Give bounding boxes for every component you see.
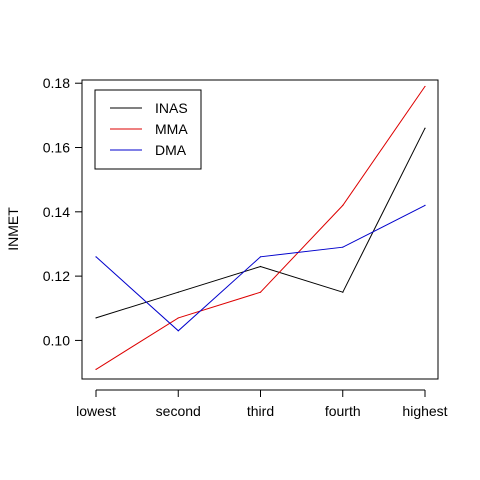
x-axis: lowest second third fourth highest xyxy=(76,389,448,419)
data-point-inas xyxy=(424,127,426,129)
data-point-mma xyxy=(259,291,262,293)
x-tick-label: lowest xyxy=(76,403,116,419)
y-tick-label: 0.12 xyxy=(43,268,70,284)
y-axis: 0.10 0.12 0.14 0.16 0.18 xyxy=(43,75,83,348)
y-tick-label: 0.16 xyxy=(43,140,70,156)
data-point-dma xyxy=(259,256,262,258)
data-point-mma xyxy=(95,368,97,370)
data-point-dma xyxy=(95,256,97,258)
data-point-inas xyxy=(259,265,262,268)
data-point-dma xyxy=(342,246,344,248)
data-point-dma xyxy=(177,330,179,332)
x-tick-label: fourth xyxy=(325,403,361,419)
x-tick-label: highest xyxy=(402,403,447,419)
y-tick-label: 0.10 xyxy=(43,332,70,348)
y-tick-label: 0.14 xyxy=(43,204,70,220)
data-point-mma xyxy=(342,204,344,206)
series-layer xyxy=(95,85,426,370)
data-point-mma xyxy=(424,85,426,88)
legend-label-dma: DMA xyxy=(155,142,187,158)
legend-label-inas: INAS xyxy=(155,100,188,116)
y-axis-title: INMET xyxy=(5,207,21,251)
legend-label-mma: MMA xyxy=(155,121,188,137)
x-tick-label: second xyxy=(156,403,201,419)
data-point-dma xyxy=(424,204,426,206)
data-point-inas xyxy=(342,291,344,293)
series-line-dma xyxy=(95,204,426,332)
y-tick-label: 0.18 xyxy=(43,75,70,91)
data-point-inas xyxy=(177,291,179,293)
legend: INAS MMA DMA xyxy=(94,89,202,170)
x-tick-label: third xyxy=(247,403,274,419)
data-point-mma xyxy=(177,317,179,319)
data-point-inas xyxy=(95,317,97,319)
